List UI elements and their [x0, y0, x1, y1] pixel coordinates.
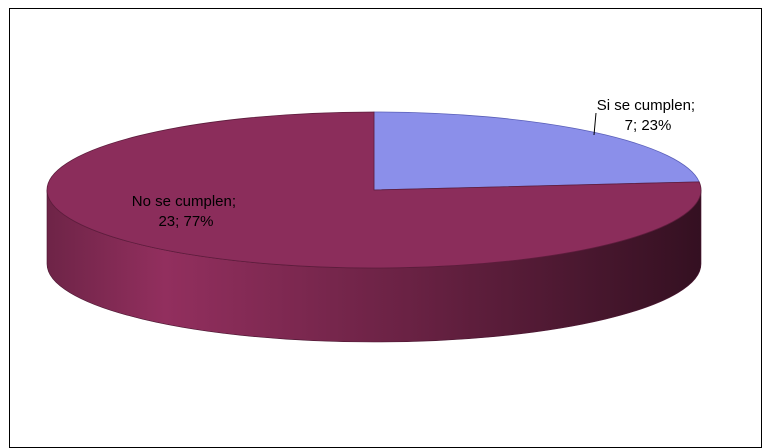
pie-chart: Si se cumplen; 7; 23% No se cumplen; 23;…	[46, 97, 702, 343]
pie-slice-no-se-cumplen	[46, 111, 702, 269]
pie-slice-si-se-cumplen	[373, 111, 700, 191]
leader-line-si-se-cumplen	[593, 112, 597, 136]
data-label-no-se-cumplen: No se cumplen; 23; 77%	[132, 193, 240, 230]
data-label-si-se-cumplen: Si se cumplen; 7; 23%	[597, 97, 700, 134]
